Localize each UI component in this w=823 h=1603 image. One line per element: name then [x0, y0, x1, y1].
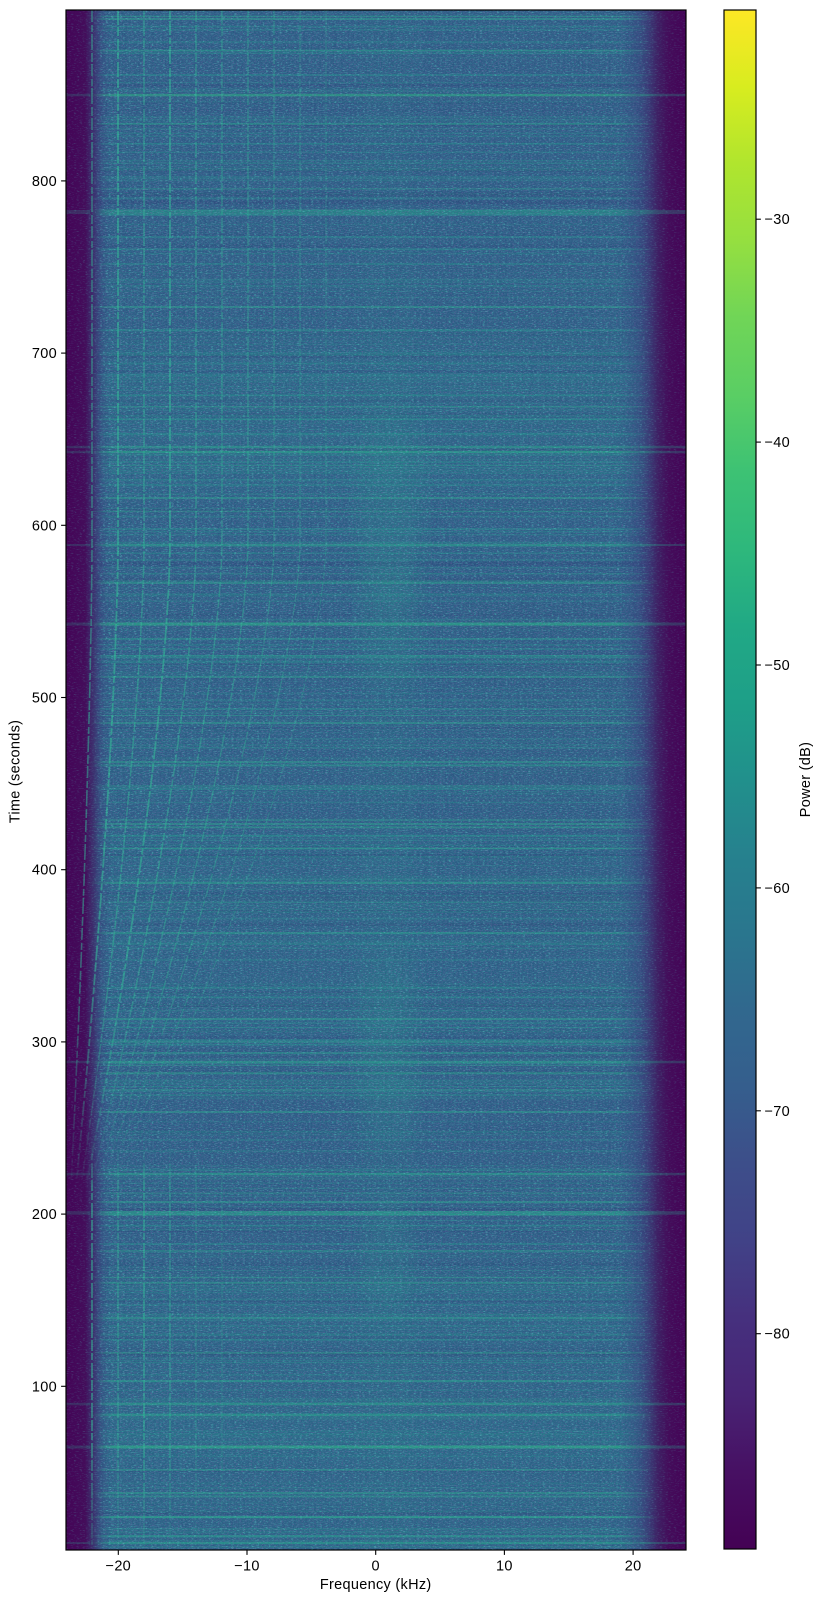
svg-text:Frequency (kHz): Frequency (kHz) — [320, 1577, 432, 1593]
svg-text:600: 600 — [32, 518, 57, 534]
svg-text:10: 10 — [496, 1559, 513, 1575]
svg-text:20: 20 — [625, 1559, 642, 1575]
svg-text:400: 400 — [32, 863, 57, 879]
svg-text:500: 500 — [32, 691, 57, 707]
svg-text:−40: −40 — [765, 435, 791, 451]
svg-text:−20: −20 — [106, 1559, 132, 1575]
svg-text:−80: −80 — [765, 1327, 791, 1343]
svg-text:−70: −70 — [765, 1104, 791, 1120]
svg-text:Time (seconds): Time (seconds) — [8, 720, 24, 824]
svg-text:100: 100 — [32, 1379, 57, 1395]
svg-text:−50: −50 — [765, 658, 791, 674]
svg-text:200: 200 — [32, 1207, 57, 1223]
svg-text:700: 700 — [32, 346, 57, 362]
svg-text:Power (dB): Power (dB) — [798, 742, 814, 818]
svg-text:−30: −30 — [765, 212, 791, 228]
svg-text:−60: −60 — [765, 881, 791, 897]
svg-text:−10: −10 — [234, 1559, 260, 1575]
svg-text:0: 0 — [372, 1559, 380, 1575]
svg-text:300: 300 — [32, 1035, 57, 1051]
svg-text:800: 800 — [32, 174, 57, 190]
